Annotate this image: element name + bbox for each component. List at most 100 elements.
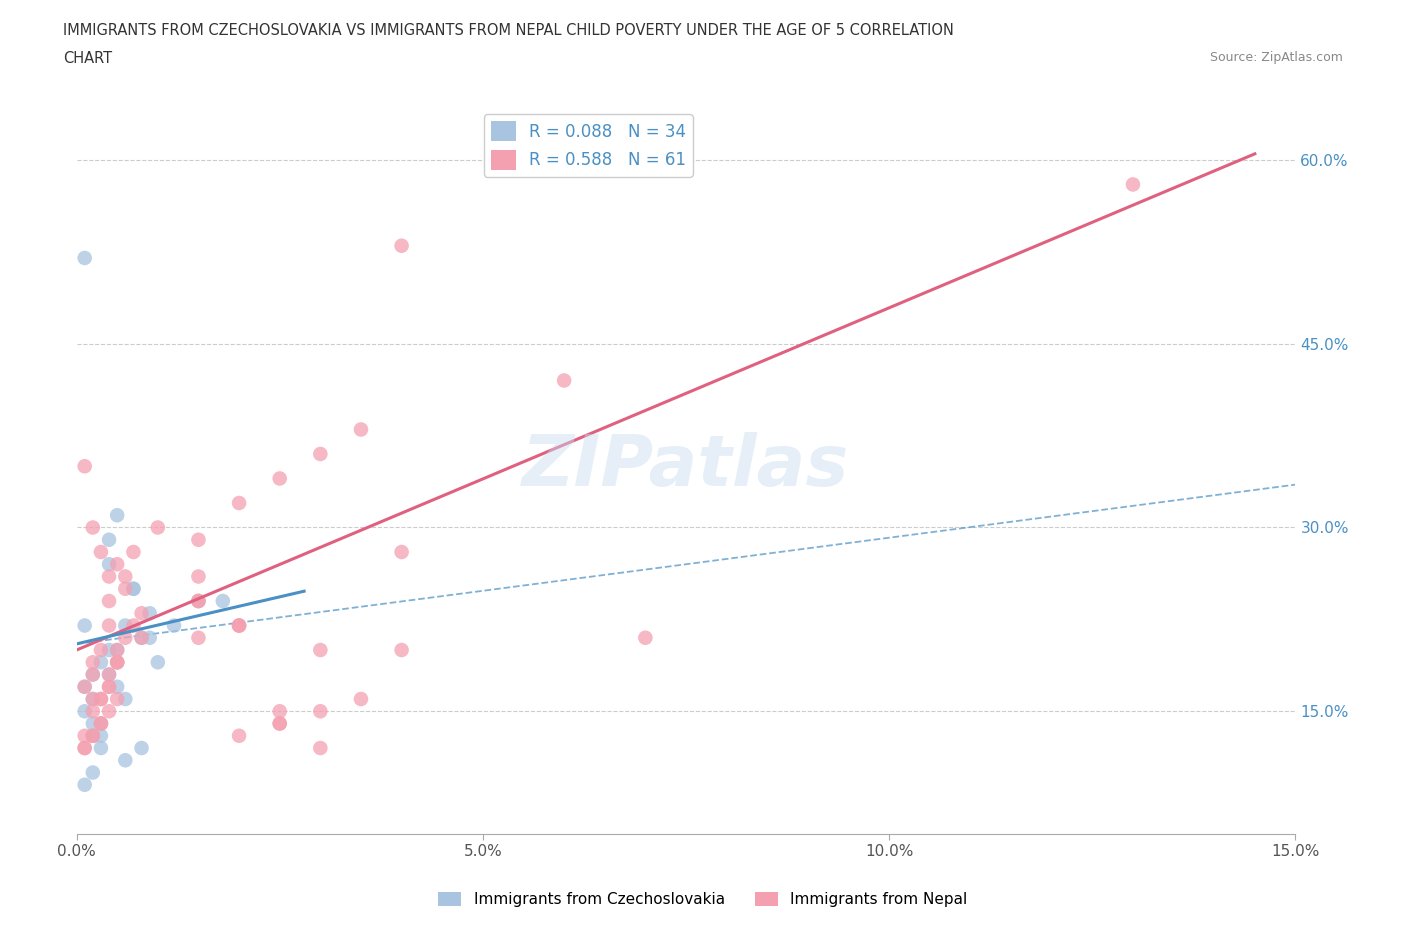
Point [187,532,209,547]
Text: ZIPatlas: ZIPatlas [522,432,849,500]
Point [82,728,104,743]
Point [309,704,332,719]
Point [98,667,121,682]
Point [73,250,96,265]
Point [228,618,250,633]
Point [90,740,112,755]
Point [309,643,332,658]
Point [90,545,112,560]
Point [131,631,153,645]
Point [90,655,112,670]
Point [98,618,121,633]
Point [350,422,373,437]
Point [138,605,160,620]
Point [269,716,291,731]
Point [163,618,186,633]
Point [634,631,657,645]
Point [82,655,104,670]
Point [269,704,291,719]
Point [114,569,136,584]
Point [82,692,104,707]
Point [105,557,128,572]
Point [114,692,136,707]
Point [131,740,153,755]
Point [269,472,291,486]
Point [98,593,121,608]
Point [228,618,250,633]
Point [90,716,112,731]
Point [269,716,291,731]
Point [114,631,136,645]
Point [114,581,136,596]
Point [73,740,96,755]
Point [391,643,413,658]
Legend: R = 0.088   N = 34, R = 0.588   N = 61: R = 0.088 N = 34, R = 0.588 N = 61 [484,114,693,177]
Point [187,593,209,608]
Point [98,704,121,719]
Point [98,667,121,682]
Point [82,667,104,682]
Point [82,765,104,780]
Point [90,692,112,707]
Point [187,593,209,608]
Point [82,704,104,719]
Point [73,728,96,743]
Point [211,593,233,608]
Point [309,740,332,755]
Point [187,593,209,608]
Point [553,373,575,388]
Point [82,728,104,743]
Point [105,655,128,670]
Point [82,716,104,731]
Point [98,569,121,584]
Point [98,679,121,694]
Point [138,631,160,645]
Point [105,508,128,523]
Point [114,618,136,633]
Point [98,643,121,658]
Point [391,238,413,253]
Point [98,557,121,572]
Point [90,728,112,743]
Point [90,643,112,658]
Point [131,631,153,645]
Text: CHART: CHART [63,51,112,66]
Point [146,520,169,535]
Point [98,679,121,694]
Point [122,545,145,560]
Point [146,655,169,670]
Point [90,692,112,707]
Point [228,728,250,743]
Point [73,679,96,694]
Point [131,605,153,620]
Point [73,679,96,694]
Point [187,569,209,584]
Point [98,532,121,547]
Point [82,692,104,707]
Point [105,643,128,658]
Point [73,458,96,473]
Point [350,692,373,707]
Text: IMMIGRANTS FROM CZECHOSLOVAKIA VS IMMIGRANTS FROM NEPAL CHILD POVERTY UNDER THE : IMMIGRANTS FROM CZECHOSLOVAKIA VS IMMIGR… [63,23,955,38]
Point [122,618,145,633]
Text: Source: ZipAtlas.com: Source: ZipAtlas.com [1209,51,1343,64]
Point [82,728,104,743]
Point [105,655,128,670]
Point [122,581,145,596]
Point [105,679,128,694]
Point [105,692,128,707]
Point [90,716,112,731]
Point [122,581,145,596]
Point [391,545,413,560]
Point [73,777,96,792]
Point [82,520,104,535]
Point [90,716,112,731]
Point [187,631,209,645]
Point [73,740,96,755]
Point [309,446,332,461]
Point [105,655,128,670]
Point [1122,177,1144,192]
Point [114,753,136,768]
Point [105,643,128,658]
Point [228,496,250,511]
